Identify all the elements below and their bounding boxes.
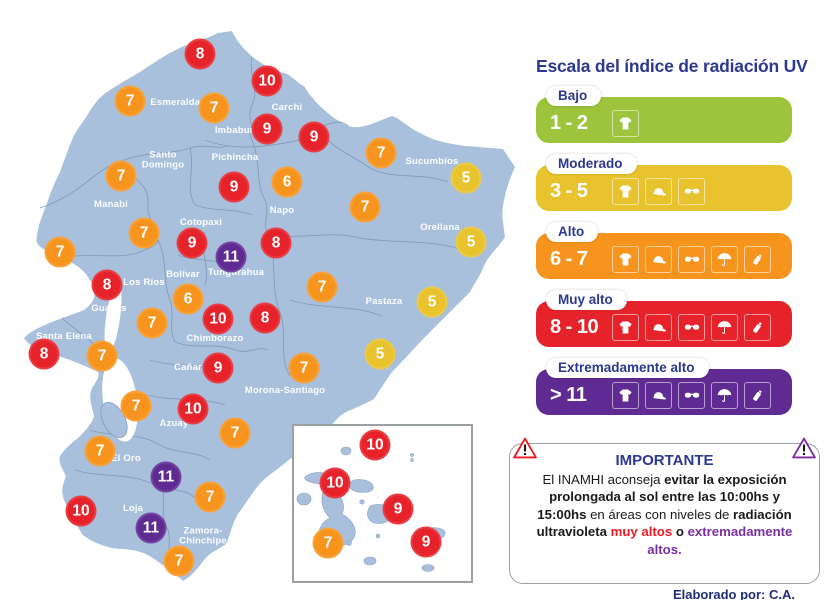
credit-line: Elaborado por: C.A. bbox=[672, 587, 795, 600]
umbrella-icon bbox=[711, 313, 738, 341]
uv-reading: 11 bbox=[215, 241, 247, 273]
uv-reading: 9 bbox=[382, 493, 414, 525]
level-range: 1 - 2 bbox=[550, 111, 588, 134]
sunglasses-icon bbox=[678, 177, 705, 205]
uv-reading: 7 bbox=[105, 160, 137, 192]
cap-icon bbox=[645, 245, 672, 273]
uv-reading: 10 bbox=[177, 393, 209, 425]
uv-reading: 5 bbox=[416, 286, 448, 318]
shirt-icon bbox=[612, 109, 639, 137]
important-segment: extremadamente altos. bbox=[647, 524, 793, 557]
important-segment: en áreas con niveles de bbox=[586, 506, 734, 522]
legend-level-alto: Alto 6 - 7 bbox=[536, 222, 792, 279]
cap-icon bbox=[645, 177, 672, 205]
important-segment: o bbox=[672, 524, 688, 540]
level-name: Alto bbox=[546, 222, 599, 242]
uv-reading: 5 bbox=[455, 226, 487, 258]
uv-reading: 7 bbox=[163, 545, 195, 577]
level-range: 8 - 10 bbox=[550, 315, 599, 338]
uv-reading: 10 bbox=[65, 495, 97, 527]
warning-icon bbox=[513, 437, 537, 459]
uv-reading: 8 bbox=[184, 38, 216, 70]
important-title: IMPORTANTE bbox=[615, 452, 714, 469]
sunglasses-icon bbox=[678, 381, 705, 409]
uv-reading: 7 bbox=[219, 417, 251, 449]
uv-reading: 7 bbox=[114, 85, 146, 117]
uv-reading: 7 bbox=[288, 352, 320, 384]
legend-rows: Bajo 1 - 2 Moderado 3 - 5 Alto 6 - 7 Muy alto 8… bbox=[536, 86, 792, 415]
shirt-icon bbox=[612, 381, 639, 409]
uv-reading: 7 bbox=[128, 217, 160, 249]
important-text: El INAMHI aconseja evitar la exposición … bbox=[524, 471, 805, 558]
uv-reading: 7 bbox=[349, 191, 381, 223]
uv-reading: 7 bbox=[136, 307, 168, 339]
important-segment: El INAMHI aconseja bbox=[542, 472, 665, 487]
uv-reading: 10 bbox=[359, 429, 391, 461]
important-segment: muy altos bbox=[610, 524, 673, 540]
uv-reading: 9 bbox=[218, 171, 250, 203]
uv-reading: 5 bbox=[450, 162, 482, 194]
uv-reading: 10 bbox=[202, 303, 234, 335]
level-range: 3 - 5 bbox=[550, 179, 588, 202]
uv-reading: 7 bbox=[312, 527, 344, 559]
uv-reading: 7 bbox=[306, 271, 338, 303]
uv-reading: 8 bbox=[28, 338, 60, 370]
legend-level-moderado: Moderado 3 - 5 bbox=[536, 154, 792, 211]
uv-reading: 9 bbox=[176, 227, 208, 259]
uv-reading: 7 bbox=[198, 92, 230, 124]
uv-reading: 5 bbox=[364, 338, 396, 370]
sunscreen-icon bbox=[744, 381, 771, 409]
legend-level-muy_alto: Muy alto 8 - 10 bbox=[536, 290, 792, 347]
uv-reading: 7 bbox=[120, 390, 152, 422]
umbrella-icon bbox=[711, 381, 738, 409]
level-name: Moderado bbox=[546, 154, 637, 174]
warning-icon bbox=[792, 437, 816, 459]
sunglasses-icon bbox=[678, 313, 705, 341]
important-segment: evitar la exposición prolongada al sol e… bbox=[537, 472, 787, 522]
uv-reading: 6 bbox=[172, 283, 204, 315]
level-range: 6 - 7 bbox=[550, 247, 588, 270]
shirt-icon bbox=[612, 313, 639, 341]
level-name: Muy alto bbox=[546, 290, 627, 310]
legend-title: Escala del índice de radiación UV bbox=[536, 56, 808, 76]
sunscreen-icon bbox=[744, 245, 771, 273]
uv-reading: 8 bbox=[91, 269, 123, 301]
level-name: Extremadamente alto bbox=[546, 358, 709, 378]
shirt-icon bbox=[612, 245, 639, 273]
level-range: > 11 bbox=[550, 383, 587, 406]
level-body: 3 - 5 bbox=[536, 165, 792, 211]
uv-reading: 7 bbox=[84, 435, 116, 467]
sunscreen-icon bbox=[744, 313, 771, 341]
uv-reading: 10 bbox=[319, 467, 351, 499]
uv-reading: 9 bbox=[410, 526, 442, 558]
uv-reading: 11 bbox=[135, 512, 167, 544]
uv-scale-legend: Escala del índice de radiación UV Bajo 1 … bbox=[536, 56, 808, 415]
cap-icon bbox=[645, 313, 672, 341]
important-segment: radiación ultravioleta bbox=[536, 506, 792, 540]
uv-reading: 8 bbox=[260, 227, 292, 259]
important-box: IMPORTANTE El INAMHI aconseja evitar la … bbox=[509, 437, 820, 584]
umbrella-icon bbox=[711, 245, 738, 273]
uv-reading: 10 bbox=[251, 65, 283, 97]
cap-icon bbox=[645, 381, 672, 409]
level-body: 8 - 10 bbox=[536, 301, 792, 347]
uv-reading: 9 bbox=[202, 352, 234, 384]
uv-reading: 7 bbox=[365, 137, 397, 169]
uv-reading: 7 bbox=[44, 236, 76, 268]
legend-level-bajo: Bajo 1 - 2 bbox=[536, 86, 792, 143]
uv-reading: 8 bbox=[249, 302, 281, 334]
uv-reading: 9 bbox=[298, 121, 330, 153]
sunglasses-icon bbox=[678, 245, 705, 273]
legend-level-extremadamente_alto: Extremadamente alto > 11 bbox=[536, 358, 792, 415]
uv-reading: 11 bbox=[150, 461, 182, 493]
shirt-icon bbox=[612, 177, 639, 205]
level-name: Bajo bbox=[546, 86, 602, 106]
uv-reading: 6 bbox=[271, 166, 303, 198]
uv-reading: 7 bbox=[86, 340, 118, 372]
uv-reading: 7 bbox=[194, 481, 226, 513]
uv-reading: 9 bbox=[251, 113, 283, 145]
